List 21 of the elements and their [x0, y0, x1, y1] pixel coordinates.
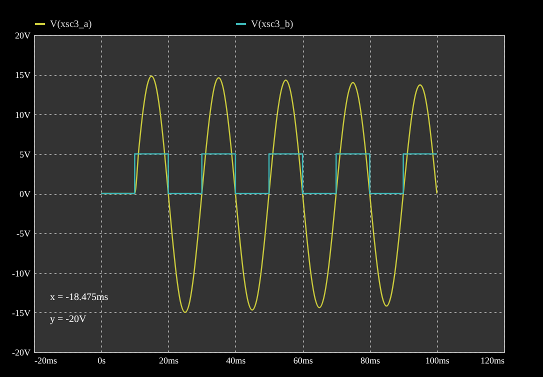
x-tick-label: 40ms: [226, 356, 246, 366]
y-tick-label: 20V: [15, 30, 31, 40]
annotation: y = -20V: [50, 314, 87, 325]
x-tick-label: 60ms: [293, 356, 314, 366]
x-tick-label: 0s: [98, 356, 106, 366]
legend-label: V(xsc3_b): [251, 19, 294, 30]
y-tick-label: 5V: [20, 149, 31, 160]
y-tick-label: 15V: [15, 70, 31, 80]
y-tick-label: 0V: [20, 189, 31, 199]
y-tick-label: -20V: [12, 348, 31, 358]
x-tick-label: 80ms: [360, 356, 380, 366]
x-tick-label: 120ms: [480, 356, 505, 366]
x-tick-label: 20ms: [159, 356, 180, 366]
x-tick-label: -20ms: [34, 356, 58, 366]
y-tick-label: -10V: [12, 268, 31, 278]
y-tick-label: -15V: [12, 308, 31, 318]
y-tick-label: 10V: [15, 110, 31, 120]
y-tick-label: -5V: [16, 228, 31, 239]
x-tick-label: 100ms: [425, 356, 450, 366]
annotation: x = -18.475ms: [50, 292, 108, 303]
legend-label: V(xsc3_a): [50, 19, 92, 30]
